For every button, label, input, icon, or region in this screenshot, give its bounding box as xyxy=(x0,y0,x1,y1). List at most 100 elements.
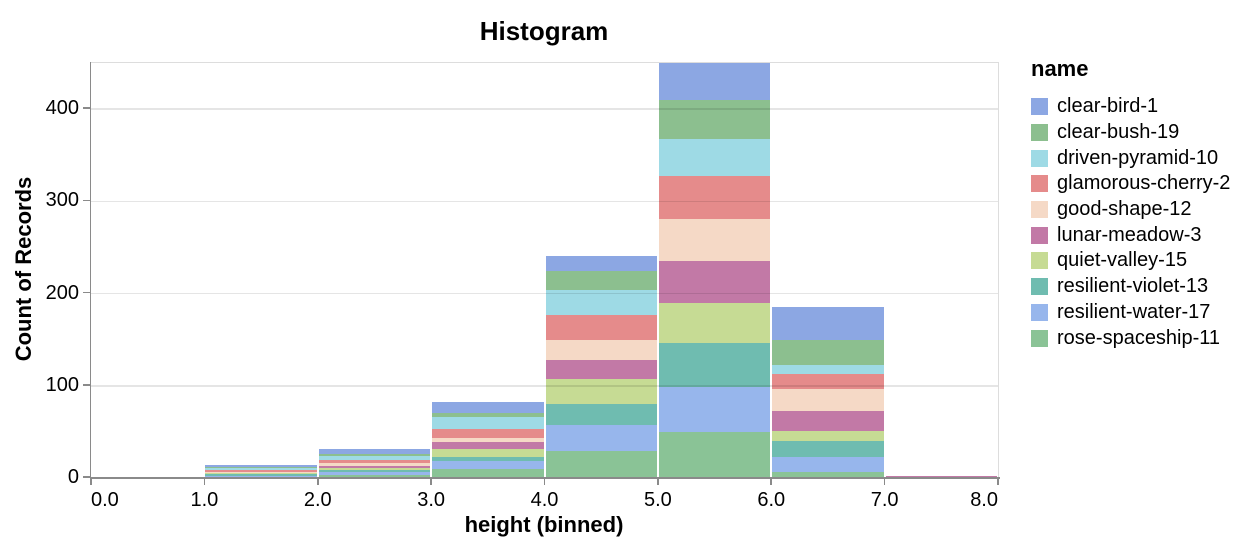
legend-title: name xyxy=(1031,56,1089,81)
bar-segment-driven-pyramid-10-bin2 xyxy=(318,455,431,460)
legend-swatch-resilient-water-17 xyxy=(1031,303,1048,321)
legend-label: clear-bush-19 xyxy=(1057,121,1180,144)
gridline-y-100 xyxy=(91,385,998,387)
gridline-y-200 xyxy=(91,292,998,295)
bar-segment-good-shape-12-bin2 xyxy=(318,463,431,467)
legend-item-good-shape-12: good-shape-12 xyxy=(1031,197,1230,223)
bar-segment-good-shape-12-bin3 xyxy=(432,438,544,443)
x-tick-5.0 xyxy=(657,478,659,486)
x-axis-title: height (binned) xyxy=(464,512,624,537)
x-tick-1.0 xyxy=(203,478,206,486)
x-tick-label-0.0: 0.0 xyxy=(91,489,119,511)
bar-segment-glamorous-cherry-2-bin6 xyxy=(772,373,884,389)
legend-label: driven-pyramid-10 xyxy=(1057,146,1219,169)
bar-segment-resilient-water-17-bin4 xyxy=(545,425,657,452)
bar-segment-glamorous-cherry-2-bin1 xyxy=(205,469,317,472)
legend: name clear-bird-1 clear-bush-19 driven-pyr… xyxy=(1031,56,1230,351)
x-tick-label-4.0: 4.0 xyxy=(530,489,559,511)
bar-segment-lunar-meadow-3-bin5 xyxy=(658,261,771,303)
legend-item-driven-pyramid-10: driven-pyramid-10 xyxy=(1031,145,1230,171)
bar-segment-glamorous-cherry-2-bin4 xyxy=(545,314,657,340)
x-axis-line xyxy=(89,477,1000,479)
bar-segment-rose-spaceship-11-bin2 xyxy=(318,475,431,478)
bar-segment-resilient-water-17-bin5 xyxy=(658,386,771,432)
legend-label: resilient-violet-13 xyxy=(1057,275,1209,298)
bar-segment-resilient-water-17-bin2 xyxy=(318,472,431,476)
x-tick-label-2.0: 2.0 xyxy=(303,489,332,511)
legend-items: clear-bird-1 clear-bush-19 driven-pyramid-… xyxy=(1031,94,1230,351)
y-tick-100 xyxy=(83,383,90,386)
x-tick-3.0 xyxy=(430,478,432,486)
bar-segment-resilient-violet-13-bin1 xyxy=(205,474,317,477)
legend-swatch-clear-bush-19 xyxy=(1031,124,1048,142)
legend-swatch-good-shape-12 xyxy=(1031,201,1048,219)
legend-label: good-shape-12 xyxy=(1057,198,1192,221)
bar-segment-lunar-meadow-3-bin3 xyxy=(432,442,544,449)
bar-segment-good-shape-12-bin1 xyxy=(205,471,317,473)
bar-segment-clear-bird-1-bin2 xyxy=(318,448,431,455)
bar-segment-clear-bush-19-bin1 xyxy=(205,466,317,468)
bar-segment-resilient-water-17-bin6 xyxy=(772,456,884,472)
legend-item-clear-bird-1: clear-bird-1 xyxy=(1031,94,1230,120)
bar-segment-clear-bird-1-bin6 xyxy=(772,307,884,340)
legend-item-resilient-violet-13: resilient-violet-13 xyxy=(1031,274,1230,300)
y-tick-400 xyxy=(83,107,90,109)
bar-segment-clear-bird-1-bin3 xyxy=(432,402,544,413)
legend-label: glamorous-cherry-2 xyxy=(1057,172,1231,195)
bar-segment-clear-bush-19-bin3 xyxy=(432,412,544,418)
bar-segment-rose-spaceship-11-bin6 xyxy=(772,471,884,478)
bar-segment-rose-spaceship-11-bin5 xyxy=(658,431,771,478)
bar-segment-driven-pyramid-10-bin1 xyxy=(205,467,317,470)
x-tick-7.0 xyxy=(883,478,886,486)
legend-label: lunar-meadow-3 xyxy=(1057,223,1202,246)
bar-segment-quiet-valley-15-bin5 xyxy=(658,302,771,344)
bar-segment-clear-bird-1-bin5 xyxy=(658,63,771,100)
bar-segment-driven-pyramid-10-bin3 xyxy=(432,417,544,430)
bar-segment-glamorous-cherry-2-bin3 xyxy=(432,429,544,439)
x-tick-0.0 xyxy=(90,478,92,486)
bar-segment-resilient-water-17-bin1 xyxy=(205,476,317,478)
bar-segment-quiet-valley-15-bin4 xyxy=(545,379,657,405)
chart-title: Histogram xyxy=(479,16,609,46)
y-tick-300 xyxy=(83,199,90,202)
legend-item-rose-spaceship-11: rose-spaceship-11 xyxy=(1031,325,1230,351)
legend-swatch-lunar-meadow-3 xyxy=(1031,226,1048,244)
bar-segment-resilient-water-17-bin3 xyxy=(432,461,544,469)
y-tick-label-0: 0 xyxy=(67,466,79,488)
bar-segment-rose-spaceship-11-bin4 xyxy=(545,451,657,478)
y-tick-0 xyxy=(83,476,90,478)
legend-label: clear-bird-1 xyxy=(1057,95,1159,118)
legend-item-resilient-water-17: resilient-water-17 xyxy=(1031,300,1230,326)
legend-swatch-driven-pyramid-10 xyxy=(1031,149,1048,167)
bar-segment-clear-bush-19-bin4 xyxy=(545,271,657,290)
bar-segment-good-shape-12-bin5 xyxy=(658,218,771,262)
legend-item-glamorous-cherry-2: glamorous-cherry-2 xyxy=(1031,171,1230,197)
legend-swatch-resilient-violet-13 xyxy=(1031,278,1048,296)
bar-segment-lunar-meadow-3-bin4 xyxy=(545,359,657,380)
legend-swatch-rose-spaceship-11 xyxy=(1031,329,1048,347)
bar-segment-driven-pyramid-10-bin4 xyxy=(545,289,657,315)
x-tick-label-3.0: 3.0 xyxy=(417,489,446,511)
legend-item-clear-bush-19: clear-bush-19 xyxy=(1031,120,1230,146)
y-tick-label-300: 300 xyxy=(45,189,79,212)
legend-swatch-quiet-valley-15 xyxy=(1031,252,1048,270)
y-axis-line xyxy=(89,62,92,479)
y-tick-label-100: 100 xyxy=(45,373,79,396)
gridline-y-300 xyxy=(91,200,998,203)
bar-segment-resilient-violet-13-bin2 xyxy=(318,469,431,473)
legend-item-lunar-meadow-3: lunar-meadow-3 xyxy=(1031,222,1230,248)
gridline-y-400 xyxy=(91,108,998,110)
x-tick-8.0 xyxy=(997,478,999,486)
bar-segment-rose-spaceship-11-bin3 xyxy=(432,468,544,478)
bar-segment-resilient-violet-13-bin6 xyxy=(772,441,884,457)
x-tick-2.0 xyxy=(316,478,319,486)
bar-segment-quiet-valley-15-bin3 xyxy=(432,448,544,457)
bar-segment-glamorous-cherry-2-bin2 xyxy=(318,459,431,464)
x-tick-label-8.0: 8.0 xyxy=(970,489,998,511)
legend-swatch-glamorous-cherry-2 xyxy=(1031,175,1048,193)
y-tick-200 xyxy=(83,291,90,294)
bar-segment-lunar-meadow-3-bin6 xyxy=(772,410,884,431)
x-tick-label-1.0: 1.0 xyxy=(190,489,219,511)
bar-segment-resilient-violet-13-bin4 xyxy=(545,404,657,426)
legend-swatch-clear-bird-1 xyxy=(1031,98,1048,116)
